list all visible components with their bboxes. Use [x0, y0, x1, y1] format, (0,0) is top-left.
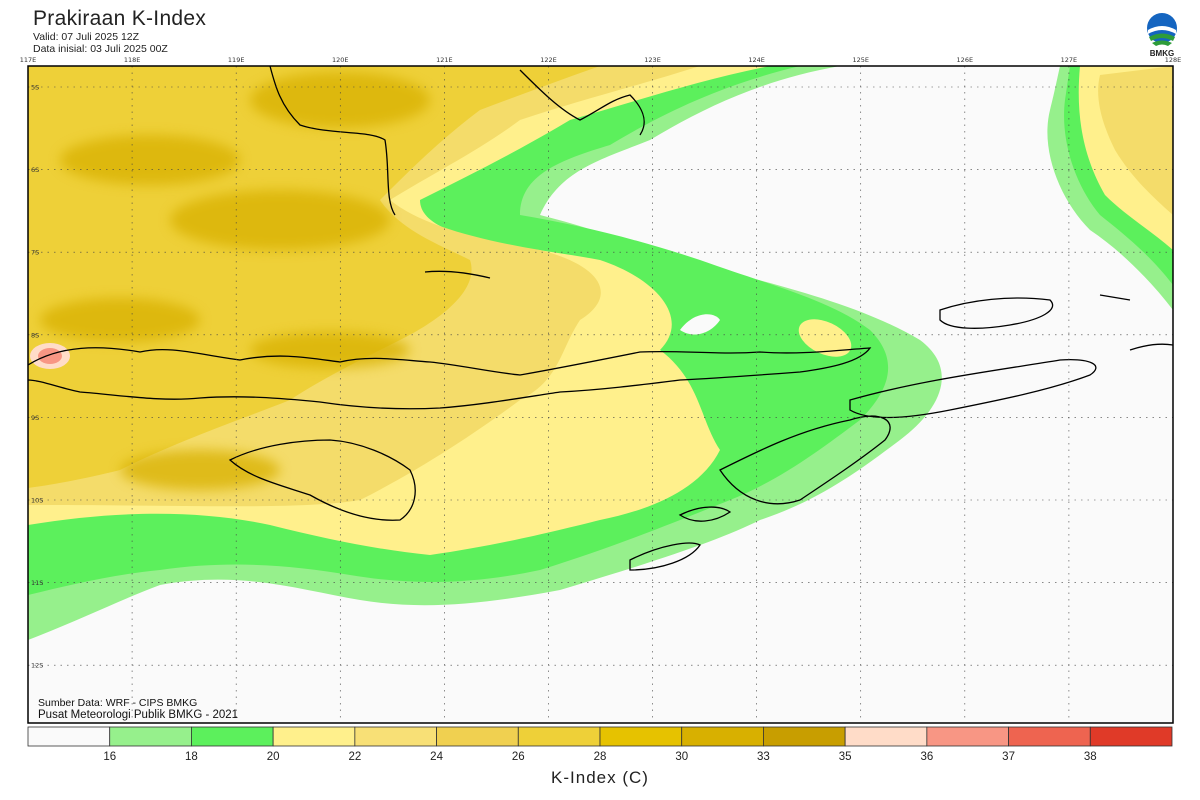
- longitude-label: 117E: [20, 56, 37, 64]
- colorbar-label: 22: [348, 751, 361, 763]
- k-index-field: [28, 66, 1173, 723]
- colorbar-swatch: [191, 726, 274, 747]
- latitude-label: 11S: [31, 579, 43, 587]
- coastlines: [28, 66, 1173, 571]
- colorbar-swatch: [1008, 726, 1091, 747]
- logo-text: BMKG: [1150, 49, 1174, 58]
- coast-sumbawa-lombok: [28, 347, 872, 410]
- colorbar-label: 26: [512, 751, 525, 763]
- colorbar-label: 33: [757, 751, 770, 763]
- colorbar-swatch: [354, 726, 437, 747]
- coast-rote-savu: [629, 506, 732, 571]
- latitude-labels: 5S 6S 7S 8S 9S 10S 11S 12S: [31, 84, 43, 670]
- map-title: Prakiraan K-Index: [33, 7, 207, 30]
- colorbar-swatch: [1089, 726, 1173, 747]
- latitude-label: 7S: [31, 249, 39, 257]
- colorbar-swatch: [109, 726, 192, 747]
- k-index-patch-flores: [798, 319, 852, 357]
- colorbar-label: 16: [103, 751, 116, 763]
- colorbar-label: 30: [675, 751, 688, 763]
- colorbar-label: 35: [839, 751, 852, 763]
- longitude-label: 118E: [124, 56, 141, 64]
- longitude-label: 128E: [1165, 56, 1182, 64]
- k-index-area-east-gold: [1098, 66, 1173, 215]
- colorbar-swatch: [272, 726, 356, 747]
- colorbar-swatch: [763, 726, 846, 747]
- colorbar-swatch: [27, 726, 111, 747]
- colorbar-label: 28: [594, 751, 607, 763]
- latitude-label: 12S: [31, 662, 43, 670]
- data-source: Sumber Data: WRF - CIPS BMKG: [38, 697, 198, 709]
- latitude-label: 5S: [31, 84, 39, 92]
- longitude-label: 127E: [1061, 56, 1078, 64]
- colorbar-swatch: [436, 726, 519, 747]
- longitude-label: 125E: [852, 56, 869, 64]
- legend-title: K-Index (C): [551, 768, 649, 787]
- colorbar-swatch: [599, 726, 683, 747]
- coast-sumba: [228, 439, 416, 521]
- bmkg-logo: BMKG: [1147, 13, 1177, 58]
- colorbar-labels: 16 18 20 22 24 26 28 30 33 35 36 37 38: [103, 751, 1096, 763]
- colorbar-swatch: [844, 726, 928, 747]
- colorbar-swatch: [517, 726, 601, 747]
- coast-flores-islands: [424, 270, 1173, 351]
- latitude-label: 6S: [31, 166, 39, 174]
- k-index-area-35-38: [30, 343, 70, 369]
- coast-kalimantan-south: [269, 66, 396, 216]
- colorbar-swatch: [926, 726, 1009, 747]
- longitude-label: 122E: [540, 56, 557, 64]
- initial-data-time: Data inisial: 03 Juli 2025 00Z: [33, 43, 168, 55]
- colorbar-label: 38: [1084, 751, 1097, 763]
- colorbar-label: 18: [185, 751, 198, 763]
- longitude-label: 121E: [436, 56, 453, 64]
- longitude-label: 119E: [228, 56, 245, 64]
- longitude-label: 123E: [644, 56, 661, 64]
- colorbar-label: 37: [1002, 751, 1015, 763]
- graticule: [28, 66, 1173, 723]
- k-index-gap: [680, 314, 720, 335]
- valid-time: Valid: 07 Juli 2025 12Z: [33, 31, 140, 43]
- map-frame: [27, 65, 1174, 724]
- credit: Pusat Meteorologi Publik BMKG - 2021: [38, 709, 239, 721]
- colorbar: [27, 726, 1173, 747]
- colorbar-swatch: [681, 726, 764, 747]
- latitude-label: 8S: [31, 331, 39, 339]
- coast-timor-east: [849, 359, 1097, 419]
- colorbar-label: 20: [267, 751, 280, 763]
- coast-sulawesi-south: [519, 69, 645, 136]
- longitude-label: 126E: [957, 56, 974, 64]
- coast-timor: [719, 415, 891, 505]
- latitude-label: 9S: [31, 414, 39, 422]
- latitude-label: 10S: [31, 497, 43, 505]
- longitude-labels: 117E 118E 119E 120E 121E 122E 123E 124E 125E 126E…: [20, 56, 1182, 64]
- colorbar-label: 24: [430, 751, 443, 763]
- longitude-label: 124E: [748, 56, 765, 64]
- coast-wetar: [939, 297, 1054, 329]
- colorbar-label: 36: [920, 751, 933, 763]
- longitude-label: 120E: [332, 56, 349, 64]
